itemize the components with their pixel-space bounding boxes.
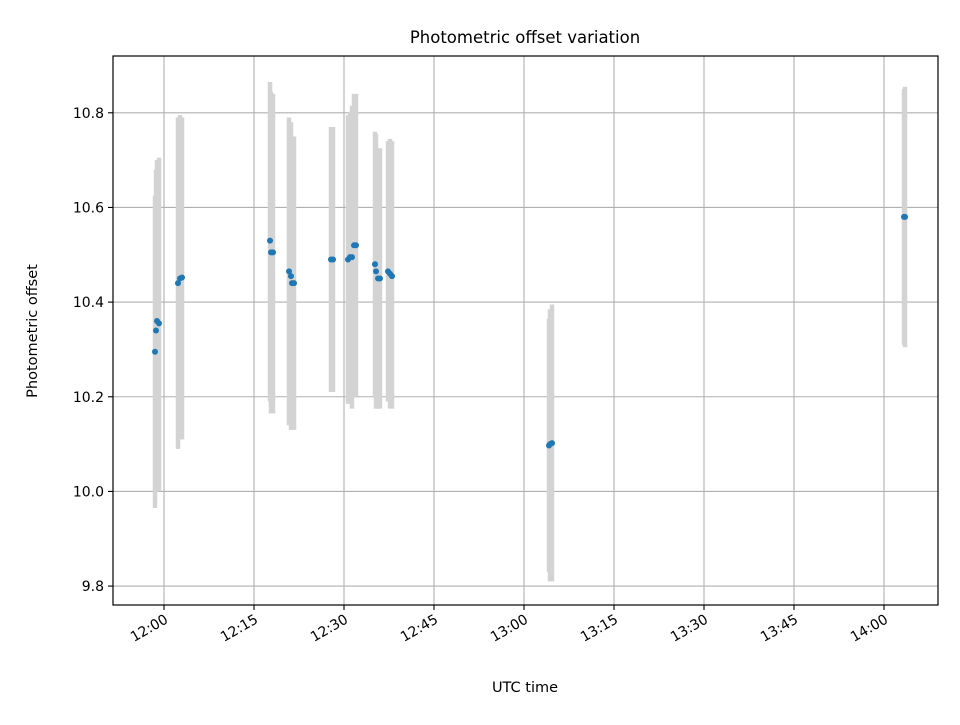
data-point	[152, 348, 158, 355]
y-tick-label: 10.8	[73, 106, 104, 122]
data-point	[179, 274, 185, 281]
data-point	[291, 280, 297, 287]
x-axis-label: UTC time	[492, 680, 558, 696]
y-tick-label: 9.8	[82, 579, 104, 595]
data-point	[286, 268, 292, 275]
y-axis-label: Photometric offset	[25, 264, 41, 398]
data-point	[377, 275, 383, 282]
data-points	[152, 213, 908, 449]
y-tick-label: 10.2	[73, 390, 104, 406]
y-axis-ticks: 9.8 10.0 10.2 10.4 10.6 10.8	[73, 106, 113, 595]
y-tick-label: 10.4	[73, 295, 104, 311]
data-point	[373, 268, 379, 275]
grid-lines	[113, 56, 938, 605]
chart-title: Photometric offset variation	[410, 28, 640, 47]
data-point	[270, 249, 276, 256]
data-point	[372, 261, 378, 268]
data-point	[288, 273, 294, 280]
data-point	[349, 254, 355, 261]
y-tick-label: 10.6	[73, 200, 104, 216]
plot-frame	[112, 55, 939, 606]
data-point	[175, 280, 181, 287]
data-point	[353, 242, 359, 249]
data-point	[389, 273, 395, 280]
data-point	[156, 320, 162, 327]
data-point	[549, 440, 555, 447]
data-point	[153, 327, 159, 334]
data-point	[330, 256, 336, 263]
y-tick-label: 10.0	[73, 484, 104, 500]
data-point	[902, 213, 908, 220]
data-point	[267, 237, 273, 244]
